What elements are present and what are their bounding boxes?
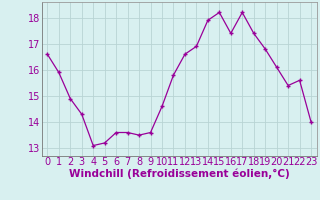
X-axis label: Windchill (Refroidissement éolien,°C): Windchill (Refroidissement éolien,°C) xyxy=(69,169,290,179)
